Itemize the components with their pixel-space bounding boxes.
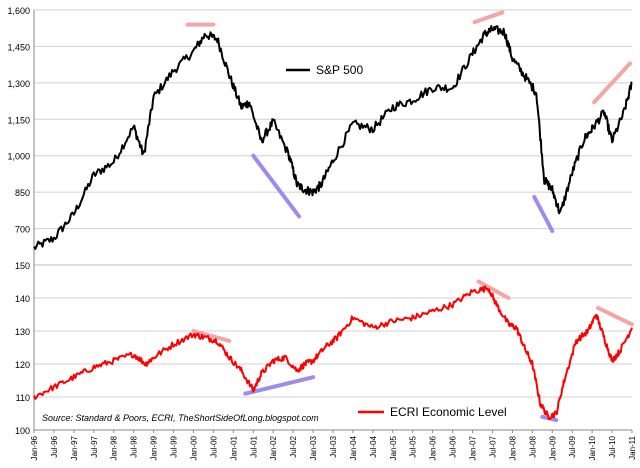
- x-tick-label: Jul-07: [488, 435, 497, 457]
- x-tick-label: Jul-08: [528, 435, 537, 457]
- x-tick-label: Jan-11: [628, 435, 637, 459]
- top-trend-annotation: [592, 61, 633, 105]
- x-tick-label: Jul-98: [130, 435, 139, 457]
- source-note: Source: Standard & Poors, ECRI, TheShort…: [42, 413, 319, 423]
- bottom-y-tick-label: 140: [15, 294, 30, 304]
- top-legend-label: S&P 500: [316, 63, 363, 77]
- bottom-trend-annotation: [191, 329, 232, 343]
- bottom-trend-annotation: [596, 305, 634, 327]
- x-tick-label: Jan-05: [389, 435, 398, 460]
- x-tick-label: Jan-09: [548, 435, 557, 460]
- x-tick-label: Jul-01: [249, 435, 258, 457]
- top-panel-y-ticks: 700 850 1,000 1,150 1,300 1,450 1,600: [7, 6, 30, 235]
- sp500-line: [33, 25, 633, 250]
- ecri-line: [33, 285, 633, 420]
- x-tick-label: Jan-10: [588, 435, 597, 460]
- bottom-panel-y-ticks: 100 110 120 130 140 150: [15, 261, 30, 436]
- bottom-trend-annotation: [476, 279, 511, 300]
- top-y-tick-label: 700: [15, 225, 30, 235]
- bottom-trend-annotation: [243, 375, 316, 396]
- bottom-y-tick-label: 130: [15, 327, 30, 337]
- x-tick-label: Jul-00: [209, 435, 218, 457]
- x-tick-label: Jul-02: [289, 435, 298, 457]
- bottom-y-tick-label: 150: [15, 261, 30, 271]
- x-tick-label: Jan-97: [70, 435, 79, 460]
- x-tick-label: Jan-03: [309, 435, 318, 460]
- top-y-tick-label: 1,450: [7, 42, 30, 52]
- top-trend-annotation: [532, 195, 555, 233]
- x-tick-label: Jul-97: [90, 435, 99, 457]
- x-tick-label: Jul-99: [170, 435, 179, 457]
- x-tick-label: Jan-99: [150, 435, 159, 460]
- x-tick-label: Jan-01: [229, 435, 238, 460]
- x-tick-label: Jul-03: [329, 435, 338, 457]
- x-tick-label: Jan-96: [30, 435, 39, 460]
- x-tick-label: Jan-07: [469, 435, 478, 460]
- top-y-tick-label: 1,600: [7, 6, 30, 16]
- x-tick-label: Jul-06: [449, 435, 458, 457]
- bottom-y-tick-label: 100: [15, 426, 30, 436]
- x-tick-label: Jan-02: [269, 435, 278, 460]
- x-tick-label: Jul-04: [369, 435, 378, 457]
- x-tick-label: Jul-09: [568, 435, 577, 457]
- x-tick-label: Jan-06: [429, 435, 438, 460]
- x-tick-label: Jan-00: [189, 435, 198, 460]
- top-panel-series: [33, 25, 633, 250]
- x-tick-label: Jan-04: [349, 435, 358, 460]
- x-tick-label: Jul-96: [50, 435, 59, 457]
- bottom-panel-series: [33, 285, 633, 420]
- top-trend-annotation: [472, 10, 505, 25]
- top-y-tick-label: 1,000: [7, 152, 30, 162]
- bottom-y-tick-label: 110: [16, 393, 30, 403]
- x-tick-label: Jan-08: [508, 435, 517, 460]
- bottom-legend: ECRI Economic Level: [358, 405, 507, 419]
- x-tick-label: Jul-10: [608, 435, 617, 457]
- x-tick-label: Jul-05: [409, 435, 418, 457]
- top-panel-grid: [34, 9, 632, 230]
- top-y-tick-label: 1,300: [7, 79, 30, 89]
- top-y-tick-label: 1,150: [7, 115, 30, 125]
- x-tick-label: Jan-98: [110, 435, 119, 460]
- bottom-y-tick-label: 120: [15, 360, 30, 370]
- bottom-panel-annotations: [191, 279, 634, 423]
- x-axis-ticks: Jan-96 Jul-96 Jan-97 Jul-97 Jan-98 Jul-98 Jan-…: [30, 429, 637, 460]
- top-legend: S&P 500: [286, 63, 363, 77]
- top-y-tick-label: 850: [15, 188, 30, 198]
- top-panel-annotations: [185, 10, 633, 233]
- bottom-legend-label: ECRI Economic Level: [390, 405, 507, 419]
- top-trend-annotation: [251, 153, 302, 219]
